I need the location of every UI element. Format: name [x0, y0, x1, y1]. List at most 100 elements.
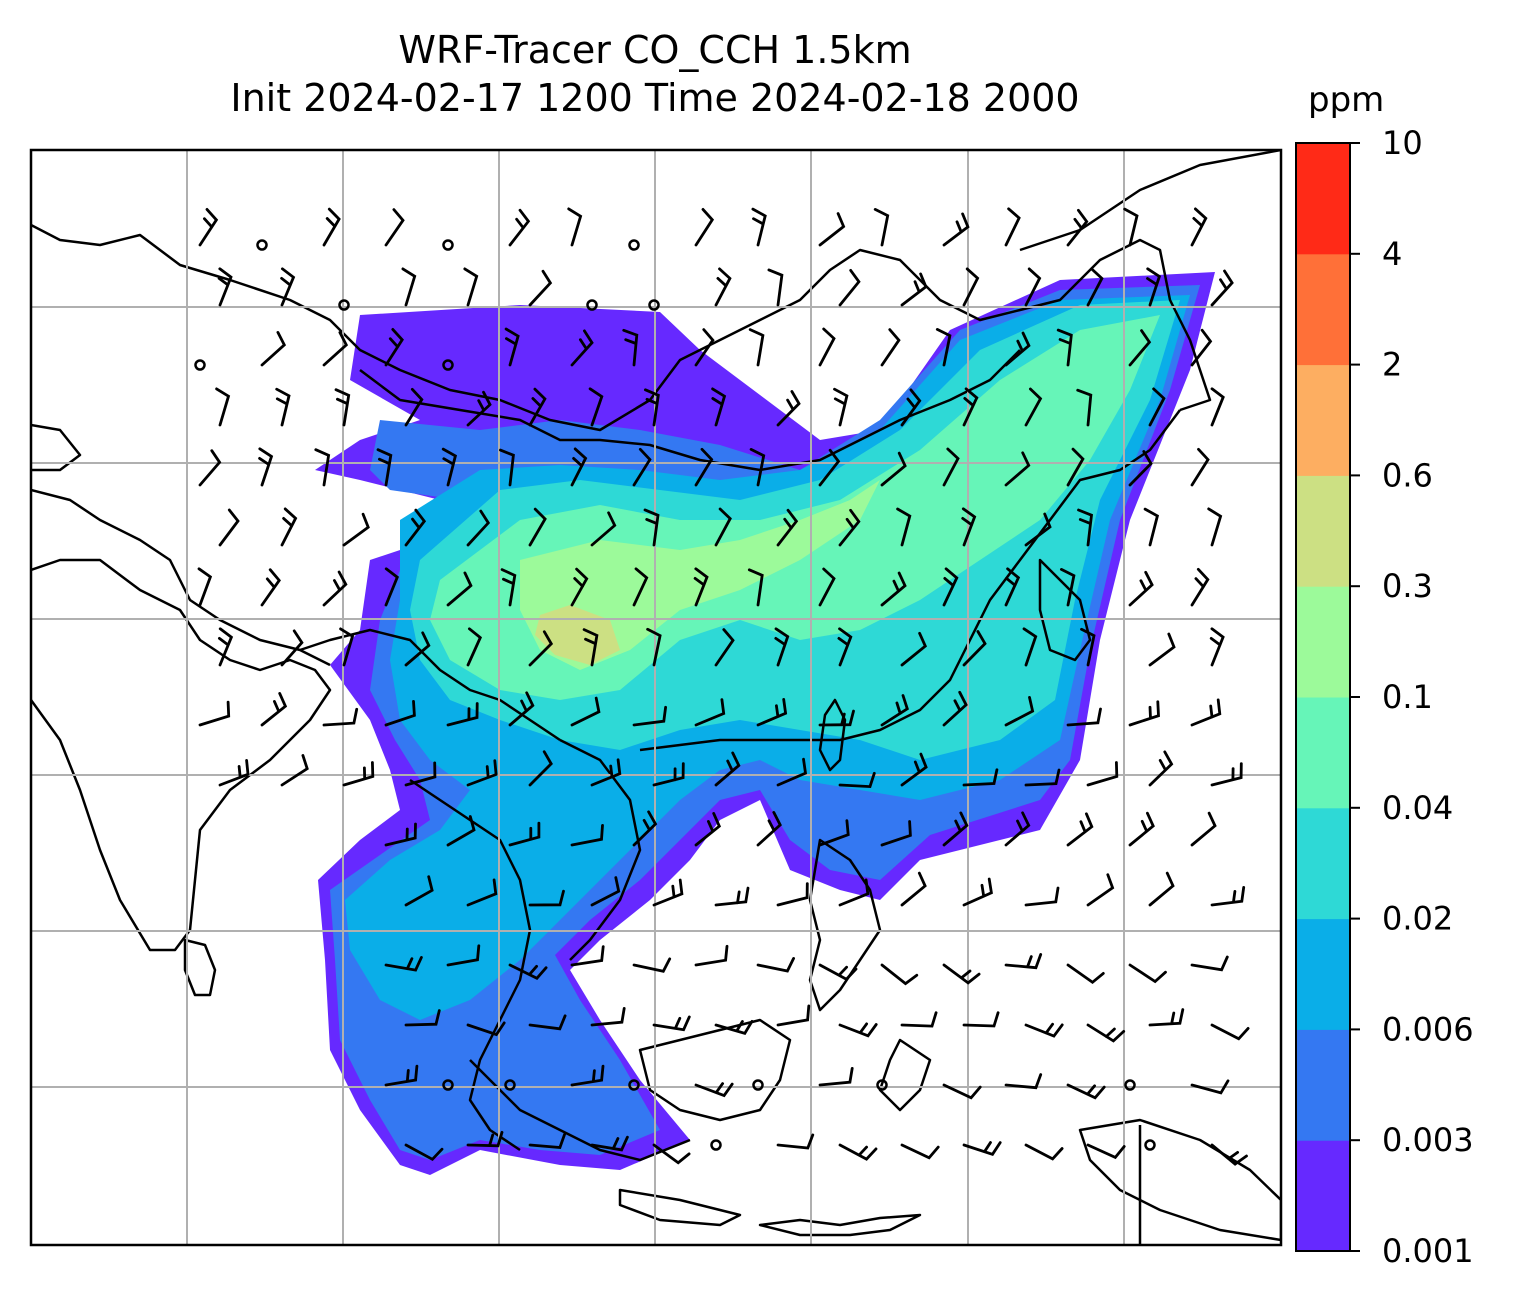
wind-barb — [1148, 387, 1166, 427]
colorbar-segment — [1296, 918, 1350, 1030]
northeast-russia — [1019, 150, 1281, 252]
wind-barb — [1148, 750, 1174, 787]
wind-barb — [1148, 871, 1175, 907]
wind-barb — [1024, 1143, 1064, 1161]
pakistan-border — [31, 488, 331, 667]
wind-barb — [1128, 570, 1154, 607]
wind-barb — [942, 1083, 982, 1100]
wind-barb — [528, 630, 554, 667]
wind-barb — [714, 267, 732, 307]
colorbar-segment — [1296, 1140, 1350, 1252]
wind-barb — [643, 508, 660, 547]
wind-barb — [818, 212, 846, 247]
colorbar-segment — [1296, 697, 1350, 809]
wind-barb — [756, 811, 782, 847]
wind-barb — [260, 331, 287, 367]
wind-barb — [280, 507, 298, 547]
wind-barb — [1210, 269, 1234, 307]
wind-barb — [466, 878, 498, 907]
wind-barb — [1128, 811, 1155, 847]
wind-barb — [652, 1143, 691, 1165]
wind-barb — [528, 1014, 567, 1031]
wind-barb — [528, 269, 553, 307]
wind-barb — [1024, 1022, 1064, 1038]
wind-barb — [376, 448, 393, 487]
calm-wind-circle — [504, 1079, 516, 1091]
colorbar-tick-label: 0.04 — [1382, 789, 1453, 827]
wind-barb — [900, 871, 927, 907]
wind-barb — [694, 328, 715, 367]
map-area — [31, 150, 1281, 1245]
wind-barb — [198, 449, 222, 487]
wind-barb — [1004, 811, 1031, 847]
wind-barb — [962, 1141, 1002, 1156]
wind-barb — [694, 1082, 734, 1098]
wind-barb — [1190, 447, 1210, 487]
wind-barb — [384, 1064, 419, 1087]
wind-barb — [528, 387, 547, 427]
wind-barb — [570, 1064, 605, 1087]
wind-barb — [384, 700, 416, 727]
wind-barb — [1004, 953, 1043, 970]
wind-barb — [1022, 627, 1038, 667]
wind-barb — [1086, 761, 1119, 787]
wind-barb — [1190, 1079, 1230, 1095]
wind-barb — [570, 447, 588, 487]
calm-wind-circle — [876, 1079, 888, 1091]
wind-barb — [1024, 387, 1043, 427]
wind-barb — [632, 447, 652, 487]
wind-barb — [900, 388, 922, 427]
wind-barb — [1190, 207, 1208, 247]
wind-barb — [896, 507, 912, 547]
wind-barb — [570, 329, 594, 367]
wind-barb — [1004, 1073, 1043, 1090]
wind-barb — [280, 754, 309, 787]
wind-barb — [342, 512, 370, 547]
wind-barb — [582, 628, 599, 667]
wind-barb — [197, 567, 213, 607]
wind-barb — [962, 387, 979, 427]
map-frame — [29, 148, 1283, 1247]
wind-barb — [1024, 512, 1052, 547]
wind-barb — [275, 387, 291, 427]
wind-barb — [1004, 331, 1031, 367]
colorbar-tick-label: 0.6 — [1382, 456, 1433, 494]
wind-barb — [322, 707, 359, 727]
calm-wind-circle — [752, 1079, 764, 1091]
wind-barb — [756, 957, 795, 973]
colorbar: 0.001 0.003 0.006 0.02 0.04 0.1 0.3 0.6 2 4 10 — [1295, 124, 1474, 1270]
wind-barb — [404, 761, 437, 787]
wind-barb — [1128, 700, 1160, 727]
wind-barb — [900, 752, 928, 787]
wind-barb — [818, 1067, 854, 1087]
wind-barb — [622, 328, 639, 367]
wind-barb — [258, 447, 274, 487]
wind-barb — [1086, 1023, 1126, 1043]
wind-barb — [714, 751, 741, 787]
wind-barb — [900, 1011, 938, 1028]
wind-barb — [1056, 328, 1073, 367]
wind-barb — [446, 702, 479, 727]
wind-barb — [652, 878, 684, 907]
wind-barb — [1209, 627, 1225, 667]
wind-barb — [588, 387, 604, 427]
colorbar-tick-label: 0.006 — [1382, 1010, 1474, 1048]
chart-title: WRF-Tracer CO_CCH 1.5km Init 2024-02-17 … — [30, 26, 1280, 122]
wind-barb — [776, 1004, 811, 1027]
wind-barb — [500, 568, 517, 607]
calm-wind-circle — [1124, 1079, 1136, 1091]
wind-barb — [1024, 768, 1061, 787]
wind-barb — [818, 819, 850, 847]
wind-barb — [776, 1133, 815, 1150]
wind-barb — [384, 567, 400, 607]
wind-barbs — [194, 207, 1250, 1166]
wind-barb — [880, 694, 909, 727]
wind-barb — [198, 700, 231, 727]
wind-barb — [322, 207, 341, 247]
colorbar-tick-label: 4 — [1382, 235, 1402, 273]
gridlines — [31, 150, 1281, 1245]
wind-barb — [818, 448, 841, 487]
wind-barb — [838, 771, 876, 789]
wind-barb — [711, 387, 727, 427]
wind-barb — [1190, 328, 1213, 367]
